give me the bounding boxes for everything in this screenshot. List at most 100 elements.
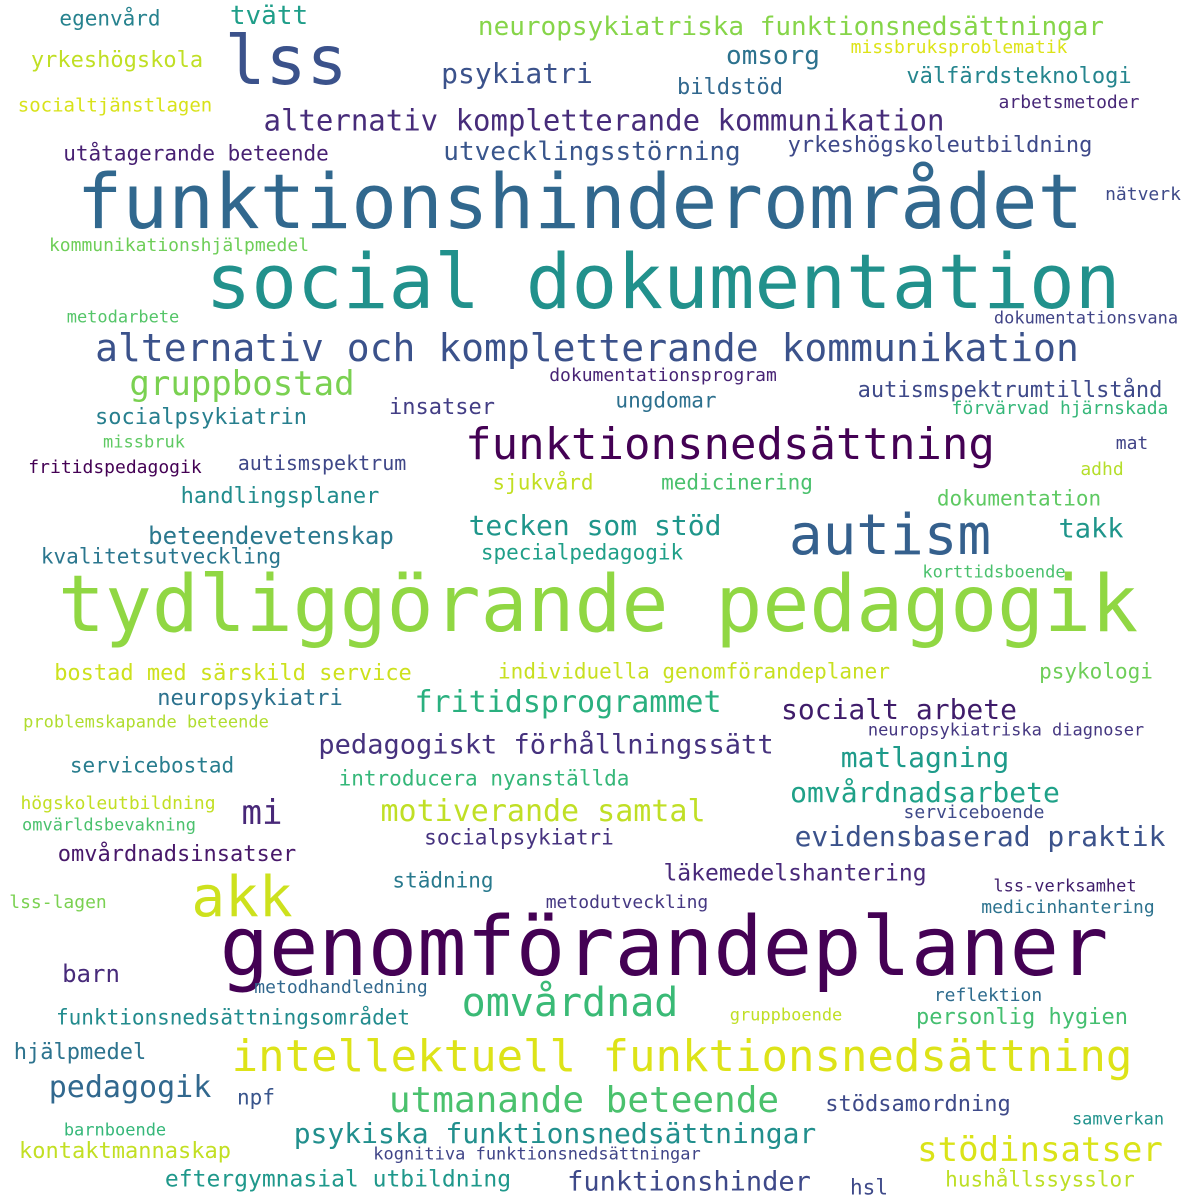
word: metodutveckling [545,892,709,913]
word: beteendevetenskap [148,522,394,550]
word: sjukvård [492,470,594,495]
word: intellektuell funktionsnedsättning [231,1031,1133,1082]
word: lss-lagen [9,892,107,913]
word: alternativ och kompletterande kommunikat… [95,326,1079,370]
word: medicinhantering [981,897,1155,918]
word: psykiatri [441,57,593,90]
word: reflektion [933,985,1043,1006]
word: autism [788,503,992,568]
word: tydliggörande pedagogik [57,560,1139,650]
word: kommunikationshjälpmedel [48,235,310,256]
word: välfärdsteknologi [906,64,1132,89]
word: missbruksproblematik [850,37,1068,58]
word: handlingsplaner [180,484,380,509]
word: psykiska funktionsnedsättningar [293,1117,817,1150]
word: gruppbostad [129,364,355,404]
word: pedagogik [48,1070,212,1105]
word: utvecklingsstörning [443,137,741,167]
word: eftergymnasial utbildning [164,1166,512,1193]
word: dokumentationsvana [993,308,1179,329]
word: arbetsmetoder [998,92,1140,113]
word: egenvård [59,6,161,31]
word: takk [1058,513,1124,545]
word: kvalitetsutveckling [40,544,282,569]
word: adhd [1080,459,1124,480]
word: läkemedelshantering [663,860,927,887]
word: missbruk [103,432,185,453]
word: socialt arbete [780,693,1018,726]
word: motiverande samtal [380,794,706,829]
word: socialtjänstlagen [17,94,213,117]
word: barn [62,960,120,988]
word: yrkeshögskoleutbildning [787,133,1093,158]
word: omvårdnad [461,980,679,1026]
word: neuropsykiatri [157,686,343,711]
word: funktionsnedsättning [465,419,995,470]
word: lss-verksamhet [993,876,1137,897]
word: omsorg [726,41,820,71]
word: mat [1115,433,1149,454]
word: barnboende [63,1120,167,1141]
word: socialpsykiatrin [95,405,307,430]
word: stödsamordning [825,1092,1011,1117]
word: akk [191,865,293,930]
word: dokumentation [936,486,1102,511]
word: kognitiva funktionsnedsättningar [373,1144,701,1165]
word: servicebostad [69,753,235,778]
word: gruppboende [729,1005,843,1026]
word: matlagning [840,741,1010,774]
word: fritidspedagogik [28,457,202,478]
word: autismspektrumtillstånd [857,378,1163,403]
word: personlig hygien [916,1005,1128,1030]
word: bostad med särskild service [54,661,412,686]
word: social dokumentation [205,237,1121,326]
word: dokumentationsprogram [549,365,777,386]
word: stödinsatser [917,1130,1163,1170]
word: förvärvad hjärnskada [951,398,1169,419]
word: insatser [389,395,495,420]
word: samverkan [1071,1109,1165,1130]
word: kontaktmannaskap [19,1139,231,1164]
word: neuropsykiatriska funktionsnedsättningar [477,12,1105,42]
word: pedagogiskt förhållningssätt [318,729,774,761]
word: evidensbaserad praktik [794,820,1166,853]
word: omvårdnadsarbete [790,776,1060,809]
word: funktionshinderområdet [76,157,1084,246]
word: neuropsykiatriska diagnoser [867,720,1145,741]
word: yrkeshögskola [30,48,204,73]
word: nätverk [1105,184,1181,205]
word: tecken som stöd [468,509,722,542]
word: medicinering [661,470,813,495]
word: ungdomar [615,388,717,413]
word: utmanande beteende [388,1080,780,1121]
word: problemskapande beteende [23,712,269,733]
word: funktionsnedsättningsområdet [55,1005,411,1030]
word: omvårdnadsinsatser [57,842,297,867]
word: utåtagerande beteende [63,141,329,166]
word: serviceboende [903,802,1045,823]
word: hjälpmedel [13,1040,147,1065]
word: korttidsboende [922,562,1066,583]
word: tvätt [229,1,309,31]
word: hsl [850,1175,888,1200]
word: hushållssysslor [945,1167,1135,1192]
word: alternativ kompletterande kommunikation [263,103,945,138]
word: funktionshinder [567,1166,811,1198]
word: specialpedagogik [480,540,684,565]
word: bildstöd [677,75,783,100]
word: metodarbete [66,307,180,328]
word: städning [392,868,494,893]
word: omvärldsbevakning [22,815,196,836]
word: autismspektrum [237,451,407,475]
word: högskoleutbildning [20,793,216,814]
word: fritidsprogrammet [414,685,722,720]
word: genomförandeplaner [219,900,1109,995]
word: individuella genomförandeplaner [498,659,890,684]
word: mi [241,793,283,833]
word: socialpsykiatri [424,825,614,850]
word: psykologi [1039,659,1153,684]
word: npf [237,1085,275,1110]
word: introducera nyanställda [338,766,630,791]
word: metodhandledning [254,977,428,998]
